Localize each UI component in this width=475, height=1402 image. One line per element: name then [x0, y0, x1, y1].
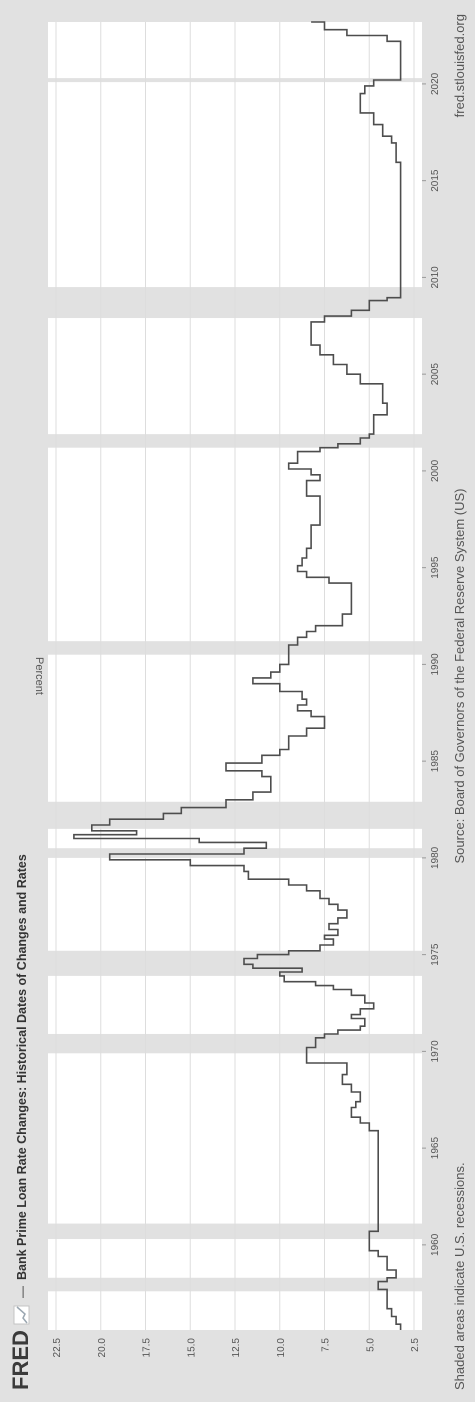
x-tick-label: 1970	[430, 1040, 441, 1063]
x-tick-label: 1975	[430, 943, 441, 966]
y-tick-label: 20.0	[97, 1338, 108, 1358]
x-tick-label: 2015	[430, 169, 441, 192]
y-tick-label: 17.5	[142, 1338, 153, 1358]
x-tick-labels: 1960 1965 1970 1975 1980 1985 1990 1995 2000 2005…	[422, 72, 441, 1256]
x-tick-label: 2010	[430, 266, 441, 289]
x-tick-label: 1990	[430, 653, 441, 676]
y-axis-label: Percent	[33, 657, 45, 695]
y-tick-label: 12.5	[231, 1338, 242, 1358]
x-tick-label: 1980	[430, 846, 441, 869]
y-tick-label: 10.0	[276, 1338, 287, 1358]
x-tick-label: 1965	[430, 1137, 441, 1160]
website-link[interactable]: fred.stlouisfed.org	[452, 14, 467, 117]
x-tick-label: 2020	[430, 72, 441, 95]
chart-title: Bank Prime Loan Rate Changes: Historical…	[15, 854, 29, 1280]
x-tick-label: 1985	[430, 750, 441, 773]
y-tick-label: 2.5	[410, 1338, 421, 1352]
x-tick-label: 2005	[430, 363, 441, 386]
y-tick-label: 7.5	[321, 1338, 332, 1352]
source-note: Source: Board of Governors of the Federa…	[452, 489, 467, 864]
fred-logo: FRED	[8, 1330, 33, 1390]
x-tick-label: 1995	[430, 556, 441, 579]
recessions-note: Shaded areas indicate U.S. recessions.	[452, 1162, 467, 1390]
y-tick-label: 22.5	[52, 1338, 63, 1358]
chart-header: FRED — Bank Prime Loan Rate Changes: His…	[8, 854, 33, 1390]
series-line	[73, 21, 402, 1330]
fred-logo-chart-icon	[13, 1305, 30, 1325]
series-layer	[73, 21, 402, 1330]
y-tick-label: 15.0	[186, 1338, 197, 1358]
y-tick-labels: 2.5 5.0 7.5 10.0 12.5 15.0 17.5 20.0 22.5	[52, 1338, 421, 1358]
x-tick-label: 1960	[430, 1233, 441, 1256]
title-separator: —	[15, 1286, 29, 1298]
x-tick-label: 2000	[430, 459, 441, 482]
y-tick-label: 5.0	[365, 1338, 376, 1352]
gridlines	[55, 22, 415, 1330]
